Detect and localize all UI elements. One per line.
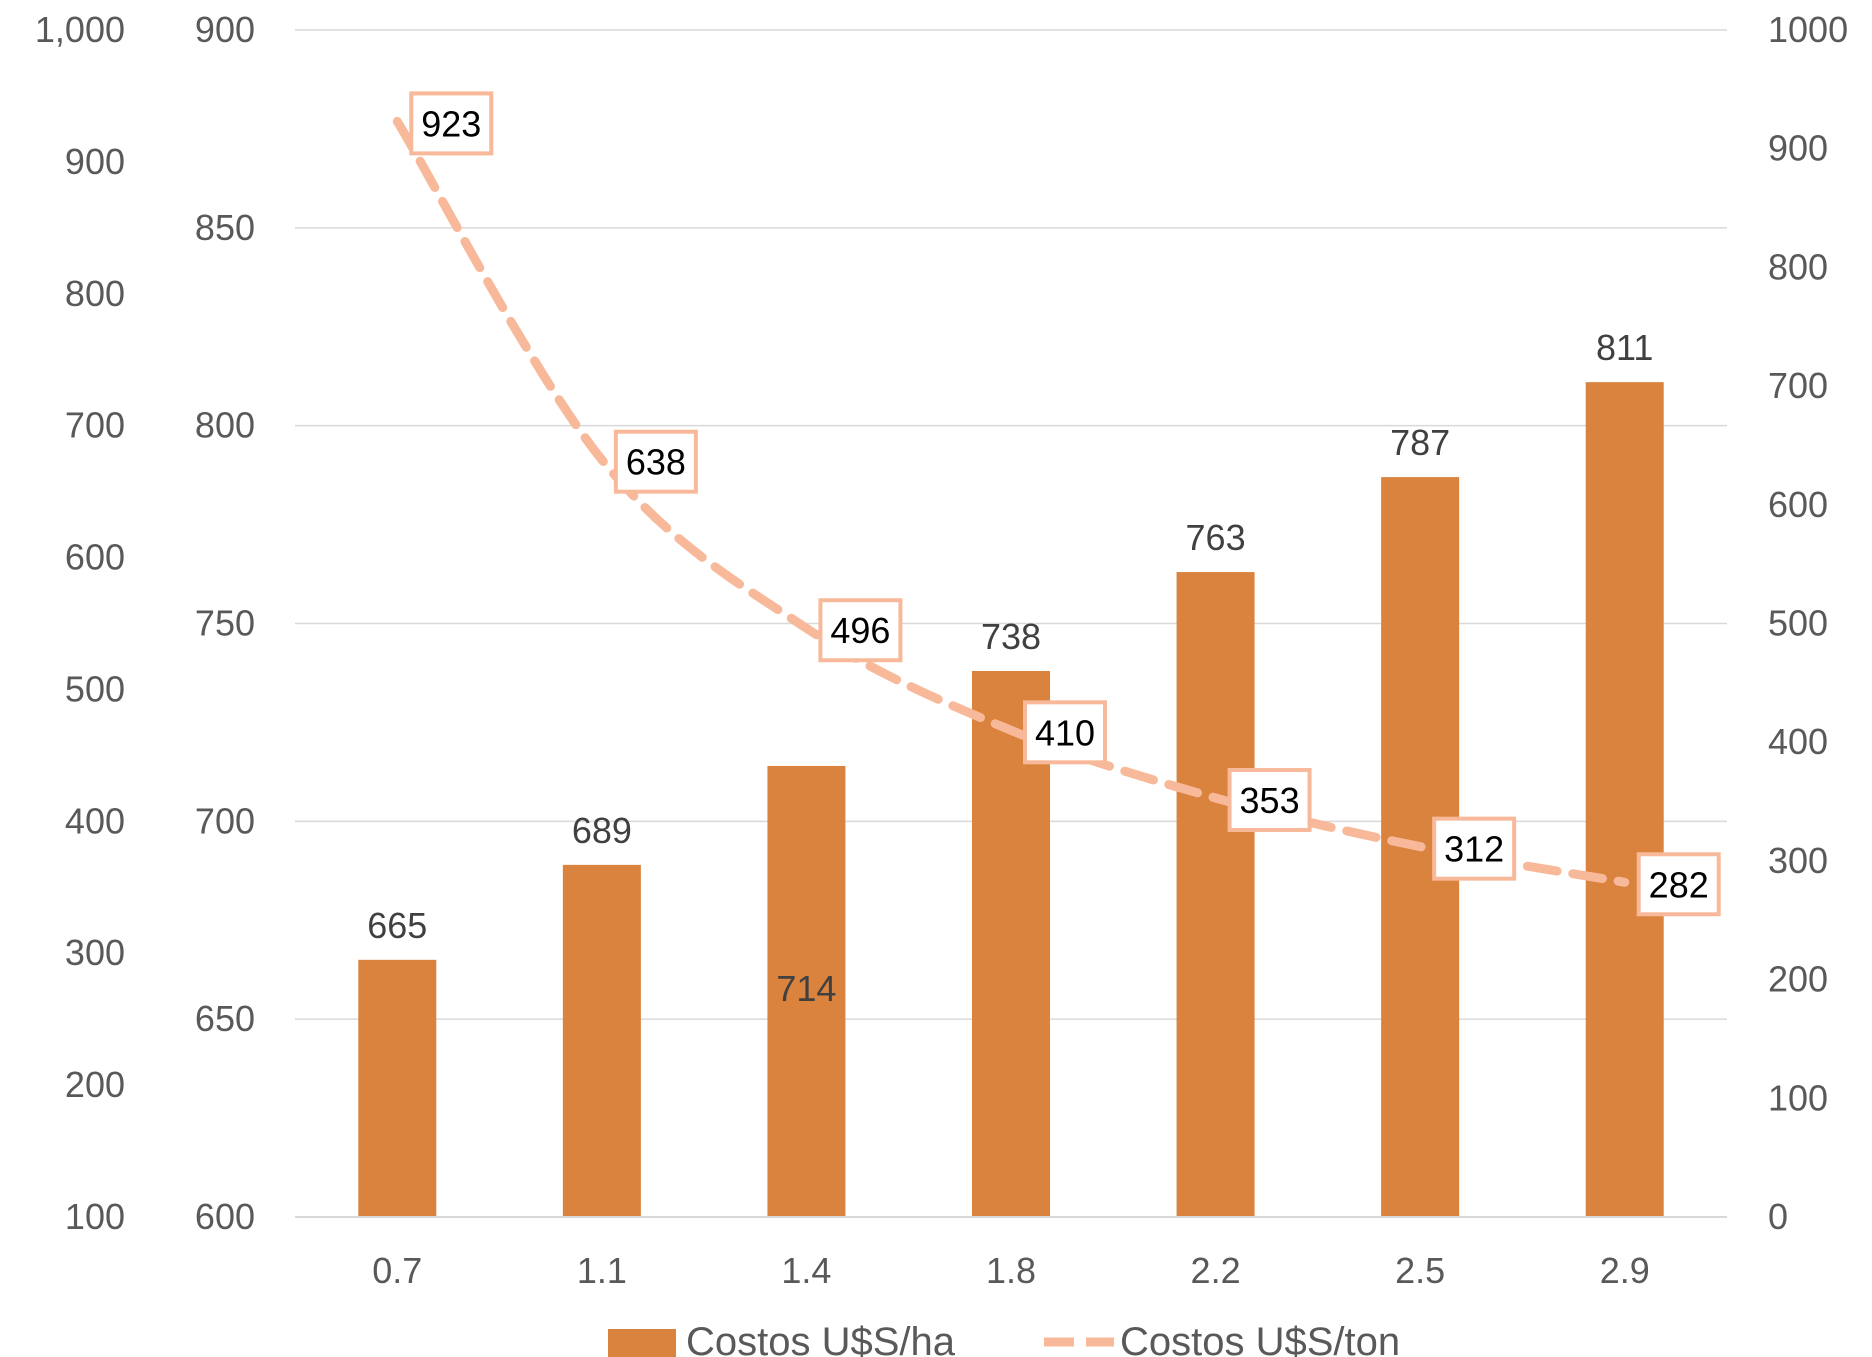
right-tick-8: 800 bbox=[1768, 246, 1828, 287]
right-tick-6: 600 bbox=[1768, 484, 1828, 525]
right-tick-4: 400 bbox=[1768, 721, 1828, 762]
line-label-1: 638 bbox=[626, 442, 686, 483]
outer-left-tick-7: 800 bbox=[65, 273, 125, 314]
inner-left-tick-6: 900 bbox=[195, 9, 255, 50]
inner-left-tick-2: 700 bbox=[195, 800, 255, 841]
outer-left-tick-3: 400 bbox=[65, 800, 125, 841]
right-tick-2: 200 bbox=[1768, 959, 1828, 1000]
x-tick-2: 1.4 bbox=[781, 1250, 831, 1291]
outer-left-tick-9: 1,000 bbox=[35, 9, 125, 50]
bar-series bbox=[358, 382, 1664, 1218]
bar-data-labels: 665 689 714 738 763 787 811 bbox=[367, 327, 1653, 1009]
outer-left-tick-2: 300 bbox=[65, 932, 125, 973]
outer-left-tick-6: 700 bbox=[65, 405, 125, 446]
right-tick-9: 900 bbox=[1768, 128, 1828, 169]
line-series bbox=[392, 116, 1630, 887]
right-tick-10: 1000 bbox=[1768, 9, 1848, 50]
line-label-4: 353 bbox=[1240, 780, 1300, 821]
line-label-box-6 bbox=[1636, 852, 1721, 917]
bar-label-1: 689 bbox=[572, 810, 632, 851]
bar-6 bbox=[1585, 382, 1664, 1218]
legend: Costos U$S/ha Costos U$S/ton bbox=[608, 1320, 1400, 1357]
line-label-box-0 bbox=[409, 91, 494, 156]
bar-label-5: 787 bbox=[1390, 422, 1450, 463]
line-label-box-4 bbox=[1227, 767, 1312, 832]
inner-left-tick-5: 850 bbox=[195, 207, 255, 248]
bar-label-6: 811 bbox=[1596, 327, 1653, 368]
x-tick-0: 0.7 bbox=[372, 1250, 422, 1291]
line-label-3: 410 bbox=[1035, 712, 1095, 753]
right-axis: 0 100 200 300 400 500 600 700 800 900 1000 bbox=[1768, 9, 1848, 1237]
line-label-2: 496 bbox=[830, 610, 890, 651]
outer-left-tick-8: 900 bbox=[65, 141, 125, 182]
bar-0 bbox=[358, 959, 437, 1217]
bar-label-2: 714 bbox=[776, 968, 836, 1009]
inner-left-tick-0: 600 bbox=[195, 1196, 255, 1237]
line-label-box-5 bbox=[1432, 816, 1517, 881]
x-tick-6: 2.9 bbox=[1600, 1250, 1650, 1291]
legend-swatch-bar bbox=[608, 1329, 676, 1357]
line-path bbox=[392, 116, 1630, 887]
legend-label-line: Costos U$S/ton bbox=[1120, 1320, 1400, 1357]
x-tick-3: 1.8 bbox=[986, 1250, 1036, 1291]
inner-left-tick-1: 650 bbox=[195, 998, 255, 1039]
right-tick-1: 100 bbox=[1768, 1077, 1828, 1118]
legend-label-bar: Costos U$S/ha bbox=[686, 1320, 956, 1357]
bar-label-3: 738 bbox=[981, 616, 1041, 657]
inner-left-tick-3: 750 bbox=[195, 603, 255, 644]
bar-label-4: 763 bbox=[1186, 517, 1246, 558]
x-tick-5: 2.5 bbox=[1395, 1250, 1445, 1291]
inner-left-tick-4: 800 bbox=[195, 405, 255, 446]
bar-2 bbox=[767, 765, 846, 1217]
line-label-5: 312 bbox=[1444, 829, 1504, 870]
line-label-6: 282 bbox=[1649, 864, 1709, 905]
x-axis: 0.7 1.1 1.4 1.8 2.2 2.5 2.9 bbox=[295, 1216, 1727, 1291]
x-tick-1: 1.1 bbox=[577, 1250, 627, 1291]
x-tick-4: 2.2 bbox=[1191, 1250, 1241, 1291]
line-data-labels: 923 638 496 410 353 312 282 bbox=[409, 91, 1721, 917]
line-label-0: 923 bbox=[421, 103, 481, 144]
outer-left-axis: 100 200 300 400 500 600 700 800 900 1,000 bbox=[35, 9, 125, 1237]
outer-left-tick-5: 600 bbox=[65, 537, 125, 578]
bar-4 bbox=[1176, 572, 1255, 1217]
right-tick-5: 500 bbox=[1768, 603, 1828, 644]
line-label-box-3 bbox=[1023, 700, 1107, 765]
outer-left-tick-0: 100 bbox=[65, 1196, 125, 1237]
right-tick-3: 300 bbox=[1768, 840, 1828, 881]
right-tick-7: 700 bbox=[1768, 365, 1828, 406]
line-label-box-2 bbox=[818, 598, 903, 663]
line-label-box-1 bbox=[613, 429, 698, 494]
outer-left-tick-1: 200 bbox=[65, 1064, 125, 1105]
inner-left-axis: 600 650 700 750 800 850 900 bbox=[195, 9, 255, 1237]
bar-label-0: 665 bbox=[367, 905, 427, 946]
outer-left-tick-4: 500 bbox=[65, 668, 125, 709]
bar-1 bbox=[562, 864, 641, 1217]
right-tick-0: 0 bbox=[1768, 1196, 1788, 1237]
